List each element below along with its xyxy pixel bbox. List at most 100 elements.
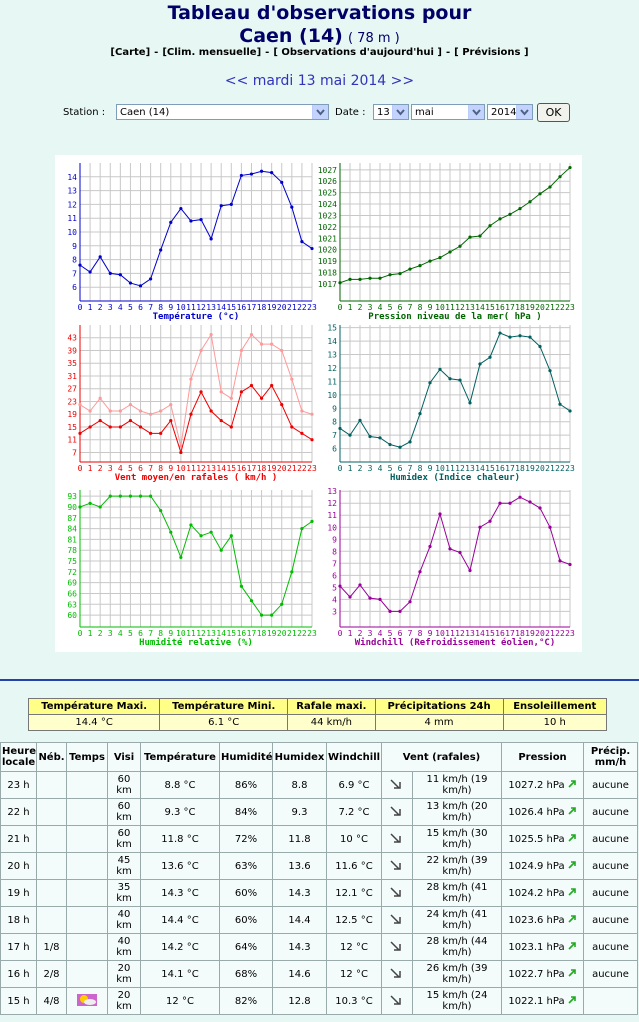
cell-temperature: 11.8 °C — [140, 825, 220, 853]
nav-separator: - — [154, 47, 159, 58]
trend-arrow-glyph — [568, 969, 576, 977]
y-tick-label: 10 — [67, 228, 77, 237]
x-tick-label: 21 — [287, 464, 297, 473]
cell-vent: 28 km/h (41 km/h) — [412, 879, 502, 907]
cell-arrow — [381, 771, 413, 799]
cell-windchill: 10 °C — [326, 825, 382, 853]
x-tick-label: 7 — [148, 303, 153, 312]
data-point — [209, 237, 213, 241]
data-point — [290, 205, 294, 209]
nav-link[interactable]: [ Prévisions ] — [454, 47, 529, 58]
nav-link[interactable]: [Carte] — [110, 47, 151, 58]
cell-text: 11 km/h (19 km/h) — [426, 774, 488, 796]
cell-text: aucune — [592, 806, 629, 818]
cell-heure: 18 h — [0, 906, 37, 934]
month-select[interactable]: mai — [411, 104, 485, 120]
x-tick-label: 11 — [445, 303, 455, 312]
data-point — [488, 519, 492, 523]
station-name: Caen (14) — [239, 25, 343, 47]
y-tick-label: 1020 — [318, 246, 337, 255]
x-tick-label: 3 — [368, 303, 373, 312]
data-point — [169, 220, 173, 224]
data-point — [78, 505, 82, 509]
data-point — [159, 431, 163, 435]
summary-table: Température Maxi. Température Mini. Rafale… — [27, 698, 608, 731]
station-select[interactable]: Caen (14) — [116, 104, 329, 120]
cell-pression: 1023.1 hPa — [501, 933, 584, 961]
month-value: mai — [415, 107, 434, 118]
y-tick-label: 69 — [67, 579, 77, 588]
x-tick-label: 23 — [307, 303, 317, 312]
cell-visi: 40 km — [107, 906, 141, 934]
ok-button[interactable]: OK — [537, 103, 570, 122]
cell-text: 12 °C — [340, 941, 368, 953]
nav-link[interactable]: [Clim. mensuelle] — [162, 47, 262, 58]
observation-row: 21 h 60 km 11.8 °C 72% 11.8 10 °C 15 km/h (30 … — [0, 825, 638, 853]
cell-text: 64% — [234, 941, 258, 953]
day-select[interactable]: 13 — [373, 104, 409, 120]
day-value: 13 — [377, 107, 390, 118]
data-point — [528, 335, 532, 339]
data-point — [78, 431, 82, 435]
x-tick-label: 22 — [297, 629, 307, 638]
data-point — [418, 570, 422, 574]
data-point — [169, 530, 173, 534]
data-point — [108, 425, 112, 429]
prev-day[interactable]: << — [224, 73, 249, 89]
data-point — [338, 281, 342, 285]
x-tick-label: 0 — [338, 629, 343, 638]
observation-row: 23 h 60 km 8.8 °C 86% 8.8 6.9 °C 11 km/h (19 k… — [0, 771, 638, 799]
next-day[interactable]: >> — [390, 73, 415, 89]
data-point — [568, 562, 572, 567]
data-point — [290, 377, 294, 381]
cell-vent: 22 km/h (39 km/h) — [412, 852, 502, 880]
y-tick-label: 87 — [67, 514, 77, 523]
cell-windchill: 12.5 °C — [326, 906, 382, 934]
cell-vent: 26 km/h (39 km/h) — [412, 960, 502, 988]
cell-windchill: 12 °C — [326, 960, 382, 988]
x-tick-label: 12 — [196, 303, 206, 312]
cell-text: 9.3 — [291, 806, 308, 818]
trend-arrow-glyph — [568, 915, 576, 923]
data-line — [339, 167, 571, 284]
nav-link[interactable]: [ Observations d'aujourd'hui ] — [273, 47, 442, 58]
data-point — [438, 367, 442, 371]
cell-humidite: 82% — [219, 987, 273, 1015]
year-select[interactable]: 2014 — [487, 104, 533, 120]
cell-text: 14.4 — [288, 914, 311, 926]
x-tick-label: 2 — [98, 303, 103, 312]
column-header: Visi — [107, 742, 141, 772]
data-point — [300, 431, 304, 435]
x-tick-label: 20 — [535, 303, 545, 312]
data-point — [428, 259, 432, 263]
x-tick-label: 22 — [555, 464, 565, 473]
column-header: Néb. — [36, 742, 67, 772]
cell-humidite: 84% — [219, 798, 273, 826]
column-header: Humidité — [219, 742, 273, 772]
data-point — [528, 500, 532, 504]
cell-vent: 24 km/h (41 km/h) — [412, 906, 502, 934]
y-tick-label: 4 — [332, 595, 337, 604]
cell-windchill: 12 °C — [326, 933, 382, 961]
x-tick-label: 7 — [408, 303, 413, 312]
cell-windchill: 10.3 °C — [326, 987, 382, 1015]
arrow-icon — [396, 109, 405, 116]
wind-arrow — [390, 886, 401, 897]
chart-title: Humidex (Indice chaleur) — [390, 472, 520, 483]
data-point — [468, 401, 472, 405]
cell-arrow — [381, 906, 413, 934]
column-header: Humidex — [272, 742, 327, 772]
data-line — [339, 496, 571, 612]
observation-row: 15 h 4/8 20 km 12 °C 82% 12.8 10.3 °C 15 km/h (… — [0, 987, 638, 1015]
y-tick-label: 7 — [72, 448, 77, 457]
chart-title: Windchill (Refroidissement éolien,°C) — [355, 637, 555, 648]
wind-arrow-glyph — [390, 940, 401, 951]
summary-value: 44 km/h — [287, 714, 376, 731]
cell-text: 86% — [234, 779, 258, 791]
observation-row: 16 h 2/8 20 km 14.1 °C 68% 14.6 12 °C 26 km/h (… — [0, 960, 638, 988]
cell-text: 8.8 °C — [164, 779, 196, 791]
data-point — [249, 172, 254, 176]
data-point — [418, 264, 422, 268]
cell-text: 26 km/h (39 km/h) — [426, 963, 488, 985]
cell-humidex: 14.4 — [272, 906, 327, 934]
